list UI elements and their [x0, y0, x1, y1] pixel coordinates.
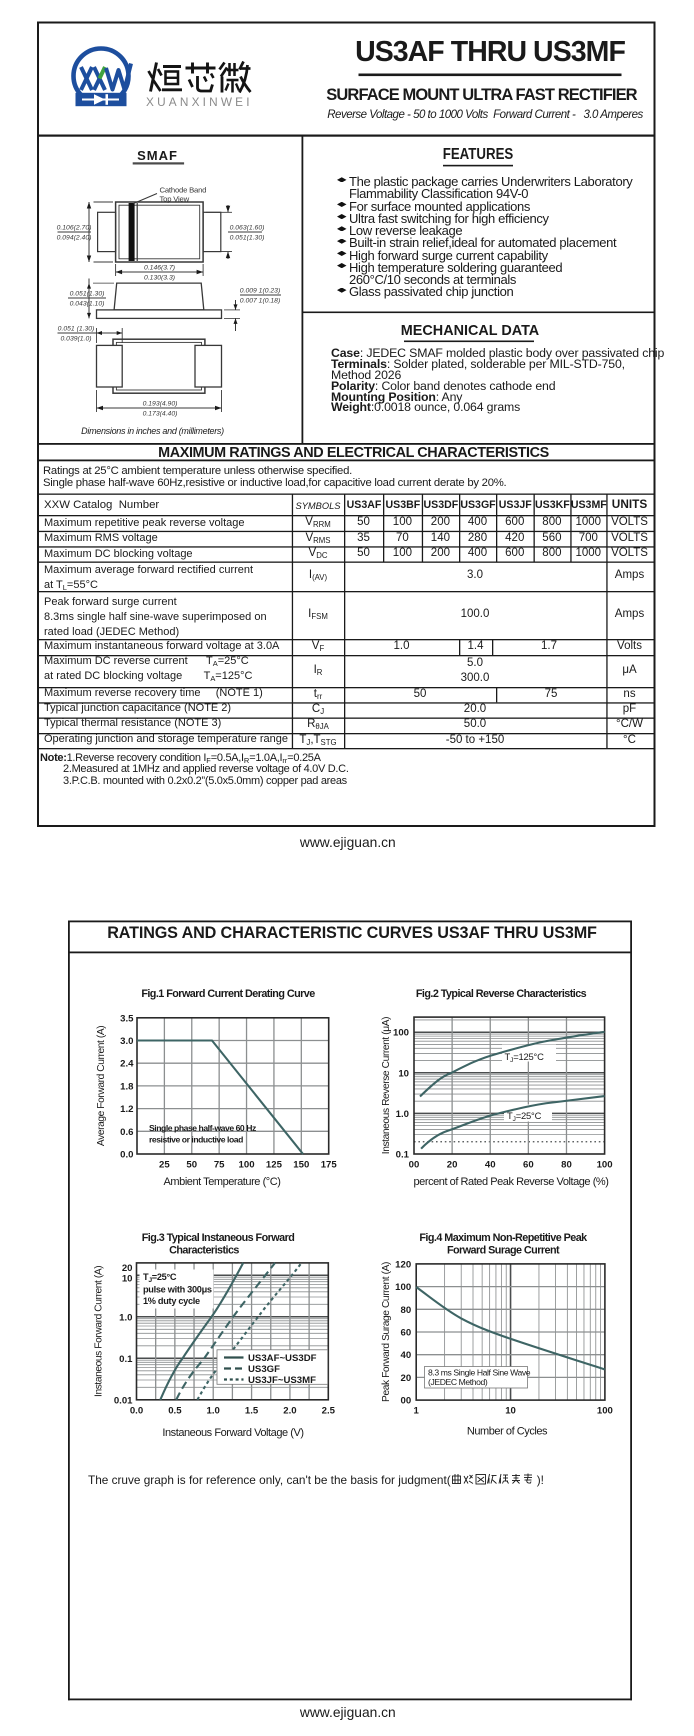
svg-text:10: 10 [122, 1274, 133, 1285]
svg-text:pulse with 300μs: pulse with 300μs [143, 1284, 212, 1294]
svg-text:1.0: 1.0 [207, 1405, 220, 1416]
svg-text:US3AF~US3DF: US3AF~US3DF [248, 1353, 317, 1364]
svg-text:0.0: 0.0 [120, 1150, 133, 1161]
svg-text:0.173(4.40): 0.173(4.40) [143, 411, 178, 418]
svg-text:0.5: 0.5 [168, 1405, 182, 1416]
svg-text:0.009 1(0.23): 0.009 1(0.23) [240, 288, 280, 295]
svg-text:Forward Surage Current: Forward Surage Current [447, 1245, 560, 1257]
svg-text:0.0: 0.0 [130, 1405, 143, 1416]
svg-text:20: 20 [122, 1263, 133, 1274]
svg-text:40: 40 [485, 1160, 496, 1171]
svg-text:0.130(3.3): 0.130(3.3) [144, 275, 175, 282]
svg-text:60: 60 [523, 1160, 534, 1171]
svg-text:100: 100 [597, 1406, 613, 1417]
svg-text:10: 10 [398, 1068, 409, 1079]
svg-text:0.094(2.40): 0.094(2.40) [57, 235, 92, 242]
svg-text:0.1: 0.1 [396, 1150, 410, 1161]
svg-text:Fig.3 Typical Instaneous Forw: Fig.3 Typical Instaneous Forward [142, 1232, 295, 1244]
svg-text:Top View: Top View [160, 195, 190, 204]
svg-text:Fig.4 Maximum Non-Repetitive: Fig.4 Maximum Non-Repetitive Peak [419, 1232, 588, 1244]
svg-text:0.193(4.90): 0.193(4.90) [143, 401, 178, 408]
svg-text:60: 60 [401, 1328, 412, 1339]
svg-text:40: 40 [401, 1350, 412, 1361]
svg-text:Instaneous Reverse Current (μA: Instaneous Reverse Current (μA) [381, 1017, 392, 1154]
svg-text:US3GF: US3GF [248, 1364, 280, 1375]
svg-text:0.1: 0.1 [119, 1354, 133, 1365]
svg-text:TJ=25°C: TJ=25°C [507, 1110, 542, 1123]
svg-text:1.0: 1.0 [396, 1109, 409, 1120]
svg-text:20: 20 [447, 1160, 458, 1171]
svg-text:Number of Cycles: Number of Cycles [467, 1426, 548, 1438]
svg-text:TJ=25°C: TJ=25°C [143, 1272, 177, 1284]
svg-text:80: 80 [401, 1305, 412, 1316]
svg-text:0.106(2.70): 0.106(2.70) [57, 225, 92, 232]
svg-text:0.6: 0.6 [120, 1127, 133, 1138]
svg-text:175: 175 [321, 1160, 338, 1171]
svg-text:00: 00 [409, 1160, 420, 1171]
svg-text:3.5: 3.5 [120, 1013, 134, 1024]
svg-text:Characteristics: Characteristics [169, 1245, 239, 1257]
svg-text:100: 100 [239, 1160, 255, 1171]
svg-text:0.051 (1.30): 0.051 (1.30) [58, 326, 95, 333]
svg-text:50: 50 [186, 1160, 197, 1171]
svg-text:Single phase half-wave 60 Hz: Single phase half-wave 60 Hz [149, 1123, 256, 1133]
svg-text:1.8: 1.8 [120, 1081, 134, 1092]
svg-text:Fig.1 Forward Current Deratin: Fig.1 Forward Current Derating Curve [141, 988, 315, 1000]
svg-text:10: 10 [505, 1406, 516, 1417]
svg-text:3.0: 3.0 [120, 1036, 133, 1047]
svg-text:0.043(1.10): 0.043(1.10) [70, 301, 105, 308]
svg-text:1.5: 1.5 [245, 1405, 259, 1416]
svg-text:00: 00 [401, 1396, 412, 1407]
svg-text:TJ=125°C: TJ=125°C [505, 1051, 545, 1064]
svg-text:2.4: 2.4 [120, 1059, 134, 1070]
svg-text:0.007 1(0.18): 0.007 1(0.18) [240, 298, 280, 305]
svg-text:100: 100 [395, 1282, 411, 1293]
svg-text:Instaneous Forward Voltage (V): Instaneous Forward Voltage (V) [162, 1427, 303, 1439]
svg-text:120: 120 [395, 1259, 411, 1270]
svg-text:2.5: 2.5 [322, 1405, 336, 1416]
svg-text:0.146(3.7): 0.146(3.7) [144, 265, 175, 272]
svg-text:8.3 ms Single Half Sine Wave: 8.3 ms Single Half Sine Wave [428, 1368, 531, 1378]
svg-text:75: 75 [214, 1160, 225, 1171]
svg-text:US3JF~US3MF: US3JF~US3MF [248, 1375, 316, 1386]
svg-text:Peak Forward Surage Current (A: Peak Forward Surage Current (A) [381, 1262, 392, 1402]
svg-text:20: 20 [401, 1373, 412, 1384]
svg-text:Ambient Temperature (°C): Ambient Temperature (°C) [164, 1176, 281, 1188]
svg-text:150: 150 [293, 1160, 309, 1171]
svg-text:0.051(1.30): 0.051(1.30) [70, 291, 105, 298]
svg-text:1.2: 1.2 [120, 1104, 133, 1115]
svg-text:125: 125 [266, 1160, 283, 1171]
svg-text:0.01: 0.01 [114, 1395, 133, 1406]
svg-text:1: 1 [414, 1406, 420, 1417]
svg-text:1.0: 1.0 [119, 1312, 132, 1323]
svg-text:100: 100 [597, 1160, 613, 1171]
svg-text:Instaneous Forward Current (A): Instaneous Forward Current (A) [94, 1266, 105, 1397]
svg-text:Fig.2 Typical Reverse Charact: Fig.2 Typical Reverse Characteristics [416, 988, 587, 1000]
svg-text:resistive or inductive load: resistive or inductive load [149, 1134, 243, 1144]
svg-text:2.0: 2.0 [283, 1405, 296, 1416]
svg-text:percent of Rated Peak Reverse: percent of Rated Peak Reverse Voltage (%… [414, 1176, 609, 1188]
svg-text:0.063(1.60): 0.063(1.60) [230, 225, 265, 232]
svg-text:Average Forward Current (A): Average Forward Current (A) [96, 1026, 107, 1146]
svg-text:0.039(1.0): 0.039(1.0) [61, 336, 92, 343]
svg-text:25: 25 [159, 1160, 170, 1171]
svg-text:1% duty cycle: 1% duty cycle [143, 1296, 200, 1306]
svg-text:80: 80 [561, 1160, 572, 1171]
svg-text:Cathode Band: Cathode Band [160, 186, 207, 195]
svg-text:100: 100 [393, 1028, 409, 1039]
svg-text:0.051(1.30): 0.051(1.30) [230, 235, 265, 242]
svg-text:(JEDEC Method): (JEDEC Method) [428, 1377, 488, 1387]
